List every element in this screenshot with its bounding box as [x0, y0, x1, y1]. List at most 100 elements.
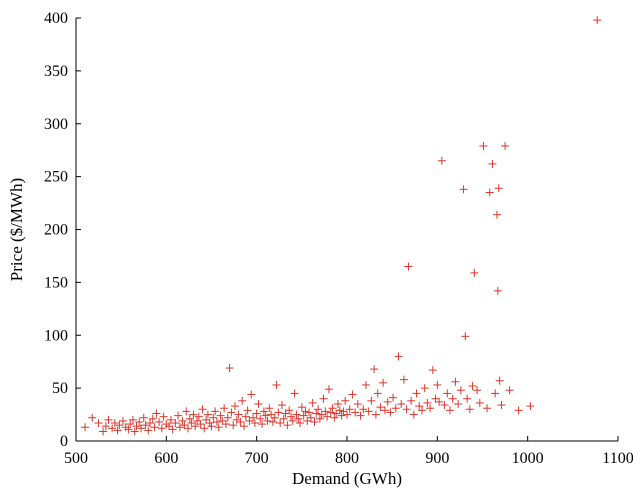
data-point	[339, 407, 348, 416]
data-point	[229, 421, 238, 430]
data-point	[272, 380, 281, 389]
data-point	[345, 405, 354, 414]
data-point	[348, 390, 357, 399]
data-point	[402, 405, 411, 414]
y-tick-label: 50	[52, 380, 68, 397]
data-point	[359, 405, 368, 414]
data-point	[88, 413, 97, 422]
data-point	[270, 413, 279, 422]
data-point	[299, 411, 308, 420]
data-point	[292, 410, 301, 419]
data-point	[404, 262, 413, 271]
data-point	[303, 416, 312, 425]
data-point	[184, 424, 193, 433]
data-point	[256, 414, 265, 423]
data-point	[435, 397, 444, 406]
data-point	[409, 410, 418, 419]
data-point	[104, 415, 113, 424]
data-point	[371, 410, 380, 419]
data-point	[178, 416, 187, 425]
data-point	[261, 411, 270, 420]
y-tick-label: 350	[44, 63, 68, 80]
data-point	[189, 410, 198, 419]
data-point	[286, 412, 295, 421]
data-point	[290, 389, 299, 398]
data-point	[81, 423, 90, 432]
data-point	[526, 402, 535, 411]
data-point	[285, 406, 294, 415]
data-point	[168, 425, 177, 434]
data-point	[218, 416, 227, 425]
data-point	[108, 424, 117, 433]
data-point	[319, 394, 328, 403]
data-point	[241, 412, 250, 421]
data-point	[443, 389, 452, 398]
data-point	[238, 396, 247, 405]
data-point	[492, 210, 501, 219]
data-point	[294, 414, 303, 423]
data-point	[389, 393, 398, 402]
data-point	[383, 397, 392, 406]
data-point	[376, 403, 385, 412]
data-point	[99, 427, 108, 436]
data-point	[356, 411, 365, 420]
data-point	[216, 411, 225, 420]
data-point	[451, 377, 460, 386]
data-point	[485, 188, 494, 197]
data-point	[370, 365, 379, 374]
data-point	[220, 404, 229, 413]
data-point	[288, 416, 297, 425]
x-tick-label: 900	[425, 450, 449, 467]
data-point	[445, 406, 454, 415]
data-point	[214, 423, 223, 432]
data-point	[166, 415, 175, 424]
data-point	[191, 422, 200, 431]
data-point	[495, 376, 504, 385]
data-point	[326, 408, 335, 417]
data-point	[202, 415, 211, 424]
data-point	[306, 413, 315, 422]
data-point	[310, 417, 319, 426]
data-point	[128, 415, 137, 424]
data-point	[364, 407, 373, 416]
data-point	[473, 386, 482, 395]
data-point	[468, 382, 477, 391]
data-point	[175, 423, 184, 432]
data-point	[428, 366, 437, 375]
data-point	[247, 390, 256, 399]
data-point	[232, 415, 241, 424]
data-point	[250, 419, 259, 428]
data-point	[505, 386, 514, 395]
data-point	[399, 375, 408, 384]
data-point	[225, 364, 234, 373]
data-point	[221, 420, 230, 429]
data-point	[324, 385, 333, 394]
data-point	[124, 425, 133, 434]
data-point	[152, 409, 161, 418]
data-point	[132, 422, 141, 431]
data-point	[343, 410, 351, 419]
data-point	[171, 419, 180, 428]
data-point	[159, 412, 168, 421]
data-point	[130, 427, 139, 436]
data-point	[267, 410, 276, 419]
data-point	[341, 396, 350, 405]
data-point	[497, 401, 506, 410]
data-point	[412, 389, 421, 398]
data-point	[397, 399, 406, 408]
data-point	[200, 424, 209, 433]
data-point	[144, 426, 153, 435]
data-point	[420, 384, 429, 393]
data-point	[126, 420, 135, 429]
y-tick-label: 150	[44, 274, 68, 291]
y-tick-label: 200	[44, 222, 68, 239]
data-point	[373, 389, 382, 398]
data-point	[333, 399, 342, 408]
data-point	[514, 406, 523, 415]
data-point	[394, 352, 403, 361]
data-point	[146, 419, 155, 428]
data-point	[227, 408, 236, 417]
data-point	[258, 420, 267, 429]
data-point	[180, 421, 189, 430]
data-point	[148, 414, 157, 423]
